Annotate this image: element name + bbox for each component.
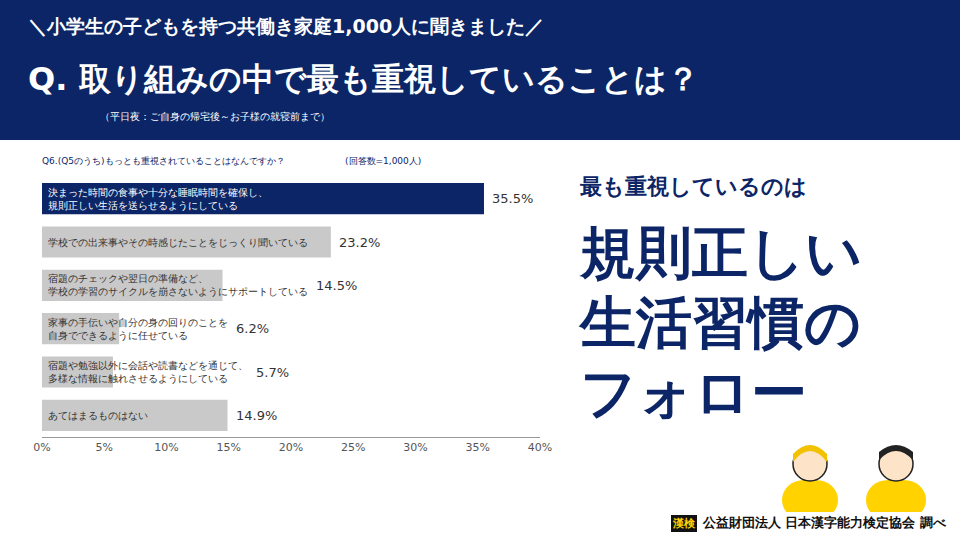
svg-text:40%: 40% <box>528 441 552 454</box>
svg-text:10%: 10% <box>154 441 178 454</box>
html-text:＼小学生の子どもを持つ共働き家庭1,000人に聞きました／: ＼小学生の子どもを持つ共働き家庭1,000人に聞きました／ <box>28 15 545 37</box>
html-text:規則正しい: 規則正しい <box>580 220 862 285</box>
svg-text:35.5%: 35.5% <box>492 191 533 206</box>
svg-text:30%: 30% <box>403 441 427 454</box>
html-text:(回答数=1,000人): (回答数=1,000人) <box>345 156 422 166</box>
svg-text:6.2%: 6.2% <box>236 321 269 336</box>
svg-text:23.2%: 23.2% <box>339 235 380 250</box>
html-text:公益財団法人 日本漢字能力検定協会 調べ: 公益財団法人 日本漢字能力検定協会 調べ <box>702 515 946 530</box>
html-text:最も重視しているのは: 最も重視しているのは <box>580 174 807 199</box>
html-text:漢検: 漢検 <box>672 517 695 530</box>
html-text:Q6.(Q5のうち)もっとも重視されていることはなんですか？: Q6.(Q5のうち)もっとも重視されていることはなんですか？ <box>42 156 285 166</box>
html-text:生活習慣の: 生活習慣の <box>580 290 861 355</box>
svg-text:宿題や勉強以外に会話や読書などを通じて、多様な情報に触れさせ: 宿題や勉強以外に会話や読書などを通じて、多様な情報に触れさせるようにしている <box>48 360 248 384</box>
html-text:（平日夜：ご自身の帰宅後～お子様の就寝前まで）: （平日夜：ご自身の帰宅後～お子様の就寝前まで） <box>100 111 330 122</box>
svg-text:宿題のチェックや翌日の準備など、学校の学習のサイクルを崩さな: 宿題のチェックや翌日の準備など、学校の学習のサイクルを崩さないようにサポートして… <box>48 273 308 297</box>
svg-text:14.9%: 14.9% <box>236 408 277 423</box>
svg-text:学校での出来事やその時感じたことをじっくり聞いている: 学校での出来事やその時感じたことをじっくり聞いている <box>48 237 308 248</box>
svg-text:20%: 20% <box>279 441 303 454</box>
svg-text:5%: 5% <box>96 441 113 454</box>
svg-text:5.7%: 5.7% <box>256 365 289 380</box>
svg-text:決まった時間の食事や十分な睡眠時間を確保し、規則正しい生活を: 決まった時間の食事や十分な睡眠時間を確保し、規則正しい生活を送らせるようにしてい… <box>48 187 268 211</box>
svg-text:35%: 35% <box>466 441 490 454</box>
svg-text:家事の手伝いや自分の身の回りのことを自身でできるように任せて: 家事の手伝いや自分の身の回りのことを自身でできるように任せている <box>48 317 228 341</box>
svg-text:15%: 15% <box>217 441 241 454</box>
html-text:フォロー: フォロー <box>580 360 807 425</box>
svg-text:0%: 0% <box>33 441 50 454</box>
html-text:Q. 取り組みの中で最も重視していることは？: Q. 取り組みの中で最も重視していることは？ <box>28 60 699 98</box>
svg-text:25%: 25% <box>341 441 365 454</box>
svg-text:14.5%: 14.5% <box>316 278 357 293</box>
svg-text:あてはまるものはない: あてはまるものはない <box>48 410 148 421</box>
